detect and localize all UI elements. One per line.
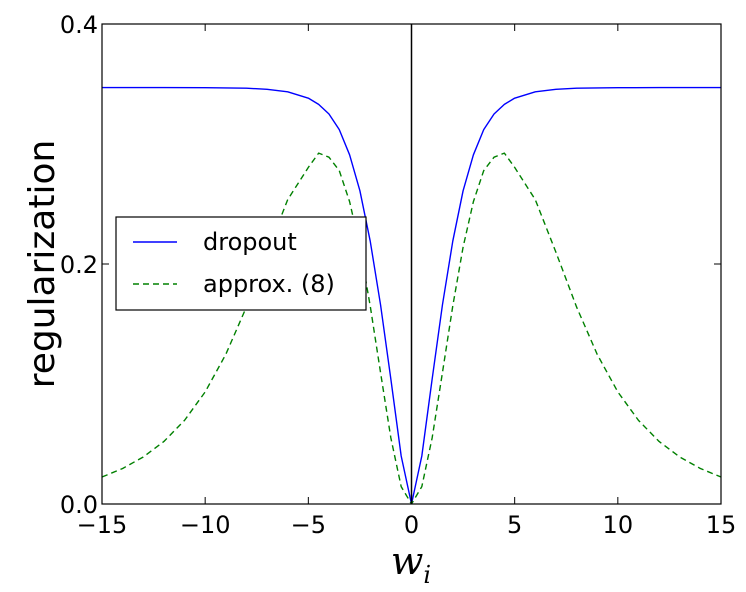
x-tick-label: 15 — [706, 511, 737, 539]
x-tick-label: 10 — [603, 511, 634, 539]
y-tick-label: 0.2 — [60, 251, 98, 279]
legend: dropout approx. (8) — [115, 216, 367, 311]
x-axis-label: wi — [391, 539, 431, 589]
x-tick-label: −10 — [180, 511, 231, 539]
x-tick-label: −5 — [291, 511, 326, 539]
x-tick-label: 0 — [404, 511, 419, 539]
legend-label-approx: approx. (8) — [203, 270, 335, 298]
x-tick-label: 5 — [507, 511, 522, 539]
series-layer — [102, 86, 721, 504]
x-tick-label: −15 — [77, 511, 128, 539]
y-tick-label: 0.0 — [60, 491, 98, 519]
x-axis-label-subscript: i — [423, 561, 431, 589]
y-tick-label: 0.4 — [60, 11, 98, 39]
series-line-approx-8 — [102, 152, 721, 504]
y-axis-label: regularization — [22, 140, 63, 389]
series-line-dropout — [102, 86, 721, 504]
legend-box — [115, 216, 367, 311]
tick-layer: −15 −10 −5 0 5 10 15 0.0 0.2 0.4 — [60, 11, 736, 539]
x-axis-label-main: w — [391, 539, 424, 583]
legend-label-dropout: dropout — [203, 228, 297, 256]
